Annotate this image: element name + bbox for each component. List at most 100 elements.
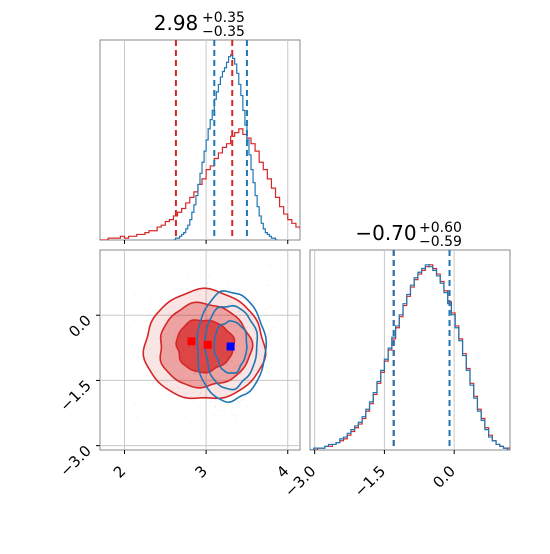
- bl-series-1-sample: [245, 318, 247, 320]
- bl-series-0-sample: [271, 265, 273, 267]
- bl-series-1-sample: [236, 320, 239, 322]
- bl-series-1-sample: [233, 325, 235, 327]
- bl-series-1-sample: [237, 324, 239, 326]
- bl-series-1-sample: [234, 352, 236, 354]
- bl-series-0-contour-0: [142, 287, 267, 400]
- bl-series-1-sample: [238, 311, 240, 313]
- bl-series-0-sample: [197, 394, 199, 397]
- bl-series-0-sample: [229, 360, 231, 362]
- bl-series-0-sample: [245, 367, 248, 370]
- bl-series-0-sample: [119, 321, 121, 323]
- bl-series-1-sample: [214, 414, 216, 416]
- bl-series-0-sample: [218, 372, 220, 374]
- bl-series-0-sample: [178, 268, 180, 270]
- title-bottom-right-upper: +0.60: [419, 220, 462, 236]
- bl-series-0-sample: [233, 366, 235, 368]
- bl-series-1-contour-0: [196, 290, 268, 404]
- bl-series-1-sample: [240, 373, 242, 375]
- bl-series-0-sample: [267, 334, 270, 336]
- bl-series-0-sample: [242, 336, 244, 338]
- bl-series-0-sample: [172, 306, 174, 308]
- bl-series-0-sample: [186, 309, 189, 311]
- bl-series-1-sample: [242, 338, 244, 340]
- bl-series-0-sample: [157, 385, 159, 387]
- bl-series-0-sample: [219, 318, 221, 320]
- bl-series-1-sample: [247, 378, 249, 380]
- bl-series-0-sample: [288, 348, 290, 351]
- bl-series-0-sample: [127, 443, 129, 446]
- bl-series-0-sample: [174, 335, 176, 337]
- bl-series-0-sample: [215, 388, 217, 390]
- bl-series-0-sample: [227, 403, 230, 405]
- panel-bottom-right-histogram: −3.0 −1.5 0.0 −0.70 +0.60 −0.59: [281, 220, 511, 501]
- bl-series-0-sample: [156, 355, 158, 357]
- bl-series-0-sample: [158, 305, 161, 307]
- panel-top-left-title: 2.98: [154, 11, 199, 35]
- bl-series-1-sample: [221, 373, 224, 375]
- bl-series-1-sample: [219, 289, 221, 291]
- bl-series-1-sample: [206, 382, 209, 384]
- bl-series-1-sample: [253, 332, 255, 334]
- bl-series-0-sample: [192, 391, 194, 393]
- bl-series-0-sample: [171, 351, 173, 353]
- bl-x-tick-label-0: 2: [110, 462, 129, 481]
- bl-series-1-sample: [254, 369, 256, 371]
- bl-series-1-sample: [208, 310, 210, 312]
- bl-series-0-sample: [175, 315, 177, 317]
- bl-series-0-sample: [173, 406, 175, 408]
- bl-series-1-sample: [250, 342, 252, 344]
- bl-series-1-sample: [240, 372, 242, 374]
- bl-series-0-sample: [179, 313, 181, 315]
- bl-series-1-sample: [214, 400, 216, 402]
- bl-series-0-sample: [149, 348, 152, 350]
- bl-series-0-sample: [240, 399, 242, 401]
- bl-series-1-sample: [238, 364, 240, 366]
- bl-series-0-sample: [231, 370, 233, 372]
- bl-series-1-sample: [237, 364, 239, 366]
- bl-series-1-sample: [239, 314, 241, 316]
- bl-series-0-sample: [171, 388, 173, 390]
- bl-series-0-sample: [228, 263, 230, 265]
- bl-series-0-sample: [269, 306, 271, 308]
- bl-series-0-sample: [165, 333, 167, 335]
- bl-series-0-sample: [183, 281, 185, 283]
- bl-series-1-sample: [249, 361, 251, 363]
- bl-series-1-sample: [242, 399, 244, 401]
- bl-series-1-sample: [258, 297, 260, 299]
- bl-series-1-sample: [200, 392, 202, 395]
- bl-series-0-sample: [220, 410, 223, 412]
- bl-series-1-sample: [225, 375, 228, 377]
- bl-series-1-sample: [231, 361, 233, 363]
- title-top-left-lower: −0.35: [202, 24, 245, 40]
- bl-series-0-sample: [183, 428, 185, 430]
- bl-series-1-sample: [217, 256, 219, 258]
- bl-series-0-sample: [146, 375, 149, 377]
- bl-series-0-sample: [202, 318, 204, 320]
- bl-series-0-sample: [120, 357, 122, 360]
- bl-series-1-sample: [236, 325, 238, 327]
- title-top-left-upper: +0.35: [202, 10, 245, 26]
- bl-series-1-sample: [235, 331, 237, 333]
- bl-series-1-sample: [227, 326, 230, 328]
- panel-bottom-right-title: −0.70: [355, 221, 416, 245]
- bl-series-0-sample: [177, 325, 179, 327]
- bl-series-1-sample: [210, 399, 213, 401]
- bl-series-0-sample: [200, 392, 202, 394]
- bl-series-1-sample: [240, 372, 243, 374]
- title-bottom-right-lower: −0.59: [419, 234, 462, 250]
- bl-series-0-sample: [177, 387, 179, 389]
- bl-series-0-sample: [168, 330, 170, 332]
- bl-series-1-sample: [243, 354, 245, 356]
- bl-series-1-sample: [194, 373, 196, 375]
- bl-series-1-sample: [263, 316, 265, 318]
- bl-series-0-sample: [229, 360, 231, 362]
- bl-series-0-sample: [249, 304, 251, 306]
- bl-series-1-sample: [226, 324, 228, 326]
- bl-series-1-sample: [226, 323, 229, 325]
- bl-series-0-sample: [217, 320, 219, 322]
- bl-series-0-sample: [178, 261, 180, 263]
- bl-series-0-sample: [164, 328, 166, 330]
- bl-series-1-sample: [231, 386, 233, 389]
